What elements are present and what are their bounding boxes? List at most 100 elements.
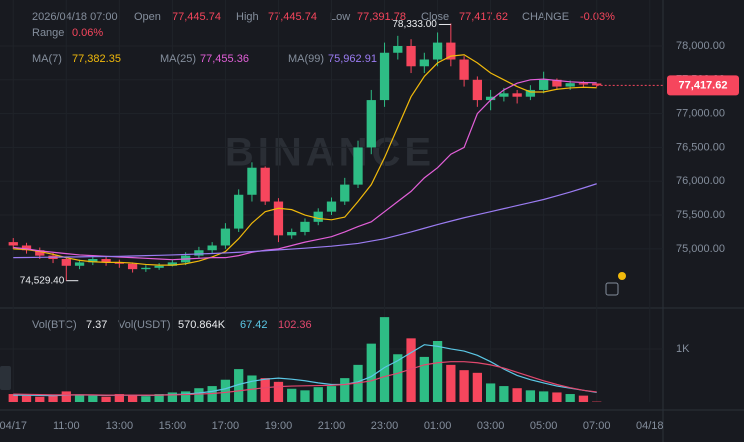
candle-body bbox=[234, 194, 244, 229]
y-tick-label: 76,000.00 bbox=[676, 175, 725, 187]
x-tick-label: 23:00 bbox=[371, 420, 399, 432]
volume-bar bbox=[141, 396, 151, 402]
volume-bar bbox=[432, 340, 443, 402]
candle-body bbox=[472, 79, 483, 101]
candle-body bbox=[273, 201, 284, 236]
max-label: 78,333.00 bbox=[392, 19, 437, 30]
candle-body bbox=[260, 167, 270, 202]
x-tick-label: 11:00 bbox=[53, 420, 80, 432]
volume-bar bbox=[21, 395, 32, 402]
candle-body bbox=[353, 147, 363, 185]
x-tick-label: 05:00 bbox=[530, 420, 558, 432]
candle-body bbox=[8, 242, 18, 246]
candle-body bbox=[88, 259, 98, 263]
candle-body bbox=[287, 231, 297, 236]
volume-bar bbox=[512, 388, 522, 402]
y-tick-label: 77,000.00 bbox=[676, 108, 725, 120]
volume-bar bbox=[565, 394, 575, 402]
x-tick-label: 15:00 bbox=[159, 420, 187, 432]
volume-bar bbox=[499, 386, 509, 402]
candle-body bbox=[552, 79, 562, 87]
volume-bar bbox=[406, 338, 416, 402]
label: Vol(USDT) bbox=[118, 319, 171, 331]
candle-body bbox=[141, 267, 151, 270]
candle-body bbox=[539, 79, 549, 90]
volume-bar bbox=[101, 396, 111, 402]
volume-bar bbox=[340, 378, 350, 402]
candle-body bbox=[74, 262, 85, 266]
candle-body bbox=[393, 45, 403, 53]
volume-bar bbox=[61, 391, 71, 402]
value: 77,417.62 bbox=[459, 11, 508, 23]
candle-body bbox=[326, 201, 337, 212]
candle-body bbox=[366, 100, 376, 148]
event-dot[interactable] bbox=[618, 272, 626, 280]
candle-body bbox=[300, 221, 310, 232]
candle-body bbox=[61, 259, 71, 266]
candle-body bbox=[485, 96, 496, 101]
candle-body bbox=[167, 262, 178, 266]
volume-bar bbox=[446, 364, 456, 402]
volume-bar bbox=[114, 394, 124, 402]
ma-line bbox=[13, 183, 597, 259]
volume-bar bbox=[326, 386, 337, 402]
volume-bar bbox=[459, 370, 469, 402]
legend-label: MA(25) bbox=[160, 53, 196, 65]
x-tick-label: 19:00 bbox=[265, 420, 293, 432]
volume-bar bbox=[539, 391, 549, 402]
legend-value: 75,962.91 bbox=[328, 53, 377, 65]
event-icon[interactable] bbox=[605, 282, 619, 296]
label: Close bbox=[421, 11, 449, 23]
volume-bar bbox=[472, 372, 483, 402]
expand-button[interactable] bbox=[0, 366, 11, 390]
volume-bar bbox=[419, 356, 429, 402]
volume-ma-line bbox=[13, 361, 597, 396]
x-tick-label: 03:00 bbox=[477, 420, 505, 432]
label: CHANGE bbox=[522, 11, 569, 23]
y-tick-label: 75,500.00 bbox=[676, 209, 725, 221]
x-tick-label: 04/18 bbox=[636, 420, 664, 432]
label: High bbox=[236, 11, 259, 23]
label: Open bbox=[134, 11, 161, 23]
ma-line bbox=[13, 54, 597, 266]
candle-body bbox=[127, 263, 138, 270]
legend-value: 77,382.35 bbox=[72, 53, 121, 65]
value: 77,445.74 bbox=[172, 11, 221, 23]
last-price-label: 77,417.62 bbox=[679, 79, 728, 91]
candle-body bbox=[247, 167, 257, 195]
candle-body bbox=[592, 83, 602, 86]
legend-value: 67.42 bbox=[240, 319, 268, 331]
y-tick-label: 78,000.00 bbox=[676, 40, 725, 52]
last-price-tag bbox=[667, 75, 739, 96]
legend-label: MA(7) bbox=[32, 53, 62, 65]
candle-body bbox=[419, 59, 429, 67]
x-tick-label: 01:00 bbox=[424, 420, 452, 432]
value: 570.864K bbox=[178, 319, 226, 331]
value: 77,445.74 bbox=[268, 11, 317, 23]
candle-body bbox=[379, 52, 390, 101]
legend-label: MA(99) bbox=[288, 53, 324, 65]
value: 77,391.78 bbox=[357, 11, 406, 23]
label: Low bbox=[330, 11, 350, 23]
volume-bar bbox=[234, 369, 244, 402]
legend-value: 77,455.36 bbox=[200, 53, 249, 65]
min-label: 74,529.40 bbox=[20, 275, 65, 286]
header: 2026/04/18 07:00 Open 77,445.74 High 77,… bbox=[32, 11, 615, 39]
volume-bar bbox=[74, 394, 85, 402]
volume-bar bbox=[220, 379, 231, 402]
volume-bar bbox=[167, 392, 178, 402]
volume-bar bbox=[379, 317, 390, 402]
volume-bar bbox=[525, 390, 536, 402]
candle-body bbox=[207, 245, 217, 251]
candle-body bbox=[525, 89, 536, 97]
candle-body bbox=[512, 93, 522, 97]
candle-body bbox=[154, 265, 164, 268]
volume-bar bbox=[287, 388, 297, 402]
volume-bar bbox=[552, 392, 562, 402]
candle-body bbox=[578, 83, 589, 85]
y-tick-label: 75,000.00 bbox=[676, 243, 725, 255]
volume-bar bbox=[194, 388, 204, 402]
candle-body bbox=[499, 93, 509, 97]
volume-bar bbox=[393, 354, 403, 402]
legend-value: 102.36 bbox=[278, 319, 312, 331]
